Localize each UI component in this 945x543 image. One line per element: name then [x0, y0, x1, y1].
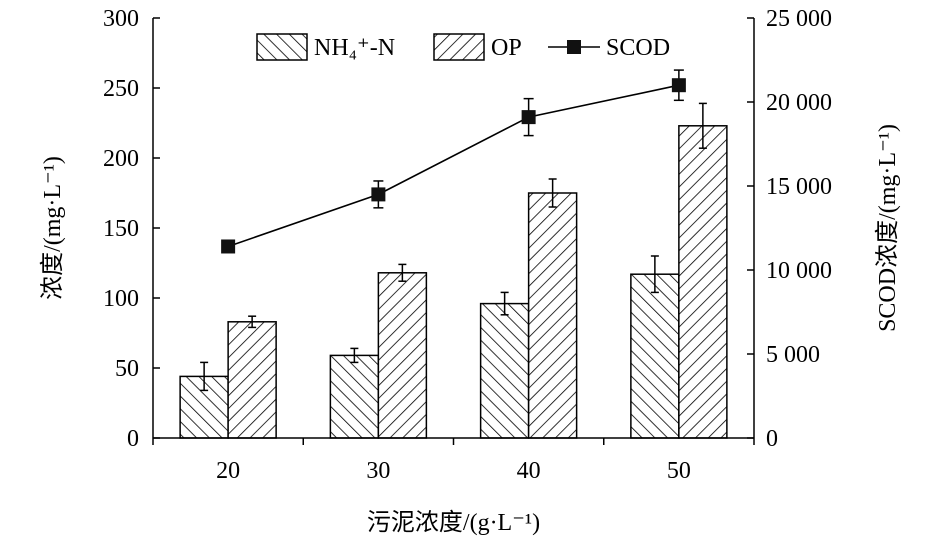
left-tick-label: 0 — [127, 426, 139, 452]
x-tick-label: 50 — [667, 458, 691, 484]
bar-nh4-30 — [329, 354, 380, 439]
legend-swatch-op — [433, 33, 485, 61]
x-axis-title: 污泥浓度/(g·L⁻¹) — [367, 509, 540, 536]
legend-label-nh4: NH₄⁺-N — [314, 35, 395, 61]
scod-point-30 — [371, 187, 386, 202]
x-tick-label: 20 — [216, 458, 240, 484]
right-tick-label: 20 000 — [766, 90, 832, 116]
scod-point-50 — [671, 78, 686, 93]
right-tick-label: 5 000 — [766, 342, 820, 368]
legend-label-op: OP — [491, 35, 522, 61]
scod-line — [227, 84, 680, 248]
legend-swatch-nh4 — [256, 33, 308, 61]
bar-nh4-40 — [479, 302, 530, 439]
bars-layer — [179, 102, 728, 439]
right-tick-label: 15 000 — [766, 174, 832, 200]
bar-op-20 — [227, 321, 277, 439]
right-tick-label: 10 000 — [766, 258, 832, 284]
scod-point-40 — [521, 110, 536, 125]
bar-nh4-50 — [630, 273, 680, 439]
left-tick-label: 200 — [103, 146, 139, 172]
left-tick-label: 150 — [103, 216, 139, 242]
scod-point-20 — [221, 239, 236, 254]
bar-op-30 — [377, 272, 428, 439]
bar-op-40 — [527, 192, 578, 439]
x-tick-label: 40 — [517, 458, 541, 484]
bar-op-50 — [678, 125, 728, 439]
x-tick-label: 30 — [366, 458, 390, 484]
legend-swatch-scod-marker — [567, 40, 581, 54]
left-axis-title: 浓度/(mg·L⁻¹) — [39, 156, 66, 300]
right-tick-label: 25 000 — [766, 6, 832, 32]
legend-label-scod: SCOD — [606, 35, 670, 61]
right-tick-label: 0 — [766, 426, 778, 452]
scod-line-layer — [221, 69, 686, 254]
left-tick-label: 50 — [115, 356, 139, 382]
left-tick-label: 250 — [103, 76, 139, 102]
right-axis-title: SCOD浓度/(mg·L⁻¹) — [874, 124, 901, 332]
legend: NH₄⁺-N OP SCOD — [256, 33, 670, 61]
left-tick-label: 300 — [103, 6, 139, 32]
left-tick-label: 100 — [103, 286, 139, 312]
axes-layer: 0 50 100 150 200 250 300 0 5 000 10 000 15 000 20 0… — [39, 6, 901, 536]
